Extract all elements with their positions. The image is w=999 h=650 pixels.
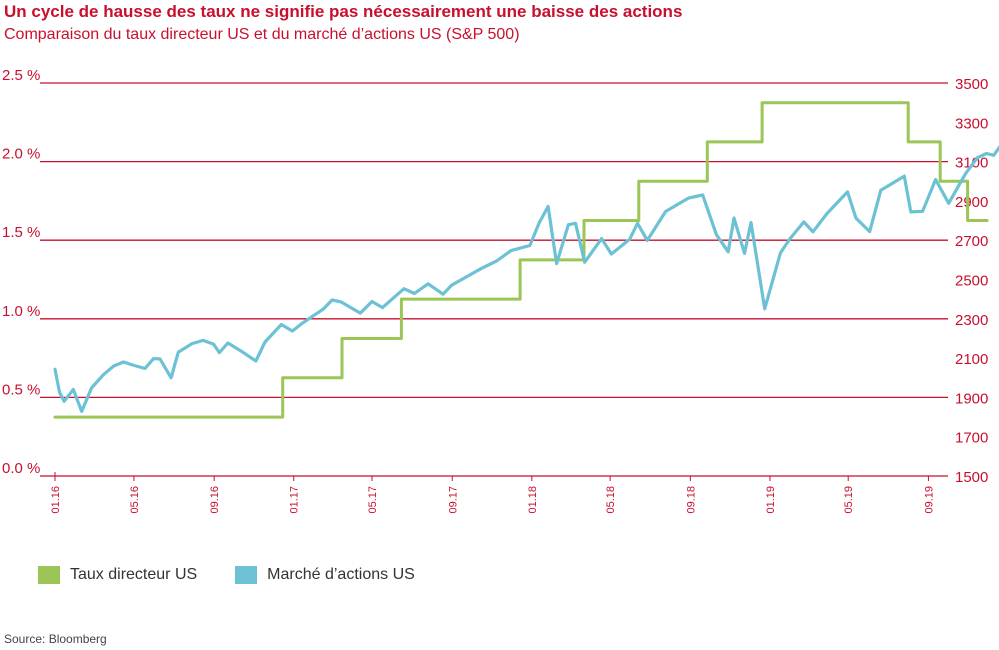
legend: Taux directeur US Marché d’actions US [38,566,453,584]
series-line-rate [53,101,989,419]
right-tick-label: 1500 [955,469,988,486]
legend-item-rate: Taux directeur US [38,566,197,584]
right-tick-label: 2500 [955,273,988,290]
legend-swatch-rate [38,566,60,584]
right-tick-label: 3500 [955,76,988,93]
right-axis: 1500170019002100230025002700290031003300… [955,76,988,486]
right-tick-label: 2300 [955,312,988,329]
left-tick-label: 2.0 % [2,146,40,163]
left-tick-label: 0.5 % [2,381,40,398]
left-tick-label: 1.5 % [2,224,40,241]
right-tick-label: 2900 [955,194,988,211]
x-tick-label: 05.16 [129,486,141,514]
x-axis: 01.16 05.16 09.16 01.17 05.17 09.17 01.18 05.18… [50,472,935,514]
legend-label-sp500: Marché d’actions US [267,566,415,583]
x-tick-label: 05.17 [367,486,379,514]
right-tick-label: 2700 [955,233,988,250]
x-tick-label: 01.17 [289,486,301,514]
chart-subtitle: Comparaison du taux directeur US et du m… [4,26,520,43]
left-tick-label: 1.0 % [2,303,40,320]
source-note: Source: Bloomberg [4,632,107,646]
x-tick-label: 09.17 [447,486,459,514]
chart-title: Un cycle de hausse des taux ne signifie … [4,2,683,21]
right-tick-label: 1700 [955,430,988,447]
x-tick-label: 01.16 [50,486,62,514]
x-tick-label: 01.18 [527,486,539,514]
x-tick-label: 05.19 [843,486,855,514]
right-tick-label: 3300 [955,115,988,132]
x-tick-label: 05.18 [605,486,617,514]
x-tick-label: 09.16 [209,486,221,514]
left-tick-label: 2.5 % [2,67,40,84]
x-tick-label: 01.19 [765,486,777,514]
chart: 0.0 % 0.5 % 1.0 % 1.5 % 2.0 % 2.5 % 1500 1700 1… [2,67,999,514]
grid [40,82,948,477]
left-axis: 0.0 % 0.5 % 1.0 % 1.5 % 2.0 % 2.5 % [2,67,40,477]
series-group [53,101,999,419]
left-tick-label: 0.0 % [2,460,40,477]
legend-label-rate: Taux directeur US [70,566,198,583]
right-tick-label: 1900 [955,390,988,407]
x-tick-label: 09.19 [923,486,935,514]
legend-item-sp500: Marché d’actions US [235,566,415,584]
series-line-sp500 [53,145,999,413]
right-tick-label: 2100 [955,351,988,368]
legend-swatch-sp500 [235,566,258,584]
x-tick-label: 09.18 [685,486,697,514]
